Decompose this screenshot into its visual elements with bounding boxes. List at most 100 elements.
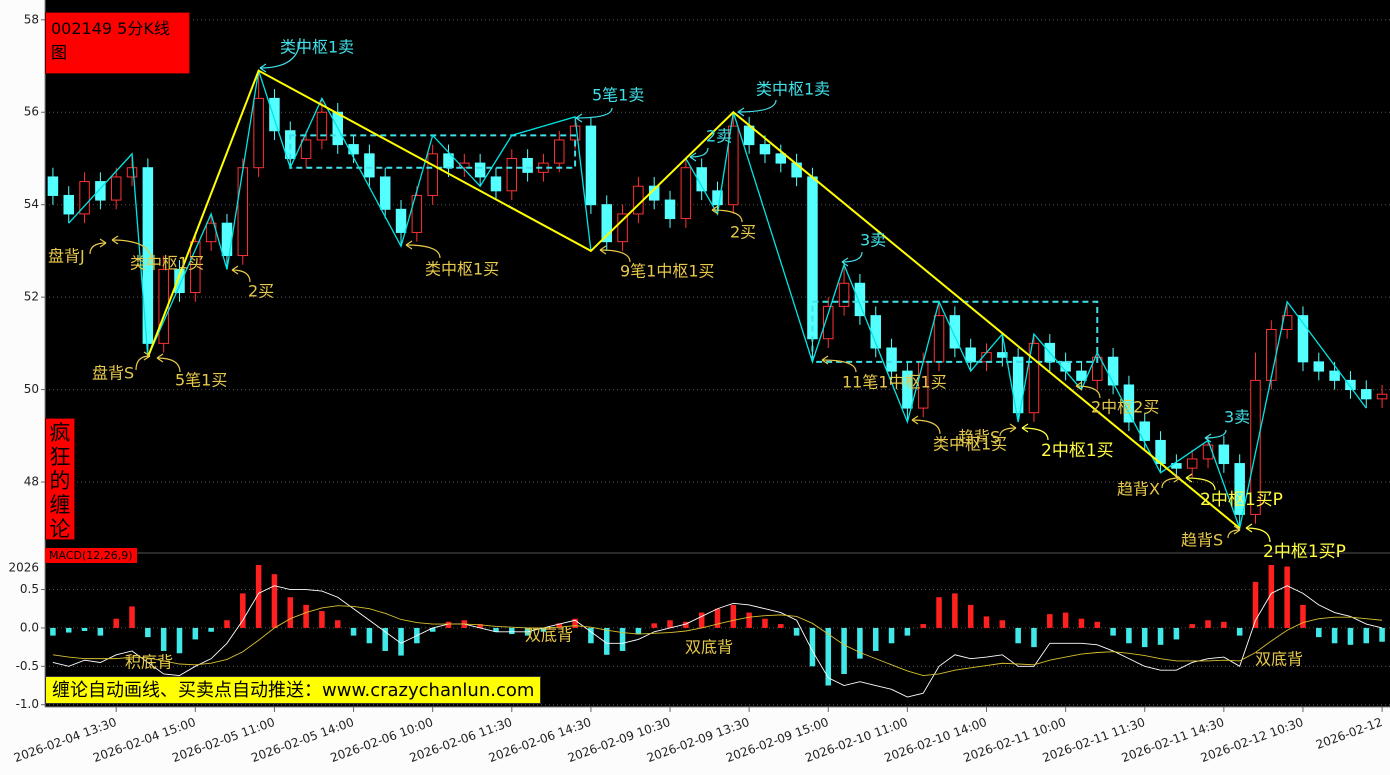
- stroke-line: [68, 70, 1367, 531]
- candle-body: [775, 153, 787, 164]
- annotation: 11笔1中枢1买: [842, 373, 947, 392]
- pivot-zone: [811, 300, 1099, 363]
- arrow-head: [143, 351, 151, 361]
- macd-bar: [81, 627, 88, 631]
- annotation: 2中枢1买P: [1263, 542, 1346, 562]
- candle-body: [886, 347, 897, 372]
- macd-bar: [1189, 624, 1195, 628]
- macd-bar: [477, 624, 483, 628]
- arrow-head: [575, 113, 583, 123]
- candle-body: [364, 153, 375, 178]
- y-tick-label: 0.5: [20, 582, 39, 596]
- annotation: 2中枢1买: [1041, 441, 1114, 461]
- y-tick-label: 56: [24, 105, 39, 119]
- macd-bar: [350, 627, 357, 636]
- macd-bar: [999, 620, 1006, 628]
- arrow-head: [1075, 381, 1083, 391]
- macd-bar: [334, 620, 341, 628]
- macd-bar: [160, 627, 167, 651]
- candle-body: [427, 153, 438, 196]
- candle-body: [1361, 389, 1372, 400]
- macd-bar: [192, 627, 199, 640]
- candle-body: [190, 241, 201, 294]
- macd-bar: [1347, 627, 1354, 645]
- macd-bar: [1126, 627, 1132, 644]
- macd-bar: [1205, 620, 1211, 628]
- y-tick-label: 54: [24, 197, 39, 211]
- candle-body: [728, 125, 739, 206]
- arrow-head: [911, 415, 919, 425]
- macd-bar: [825, 627, 832, 686]
- macd-bar: [603, 627, 610, 655]
- candle-body: [110, 176, 122, 201]
- macd-bar: [429, 627, 436, 632]
- annotation: 类中枢1卖: [280, 38, 354, 57]
- macd-bar: [145, 627, 151, 638]
- annotation: 盘背J: [48, 247, 85, 266]
- annotation: 2中枢1买P: [1200, 490, 1283, 510]
- candle-body: [997, 352, 1008, 358]
- arrow-head: [841, 257, 849, 267]
- candle-body: [664, 199, 676, 220]
- macd-bar: [1363, 627, 1370, 644]
- annotation-arrow: [1227, 529, 1241, 539]
- macd-bar: [540, 627, 547, 632]
- annotation: 3卖: [860, 231, 886, 250]
- annotation: 2买: [730, 223, 756, 242]
- arrow-head: [1021, 423, 1029, 433]
- candle-body: [459, 162, 470, 169]
- candle-body: [680, 167, 692, 220]
- macd-bar: [65, 627, 72, 633]
- macd-bar: [1141, 627, 1148, 648]
- annotation: 类中枢1卖: [756, 80, 830, 99]
- annotation-arrow: [1245, 527, 1271, 543]
- arrow-head: [737, 107, 745, 117]
- candle-body: [1297, 315, 1309, 363]
- macd-bar: [50, 627, 56, 636]
- candle-body: [1076, 370, 1087, 381]
- candle-body: [759, 144, 771, 155]
- arrow-head: [599, 245, 607, 255]
- corner-label: 2026: [8, 561, 39, 575]
- candle-body: [838, 282, 850, 307]
- candle-body: [823, 305, 834, 340]
- macd-bar: [1110, 627, 1116, 636]
- annotation-arrow: [135, 355, 151, 371]
- macd-bar: [683, 621, 689, 628]
- annotation-arrow: [575, 107, 613, 119]
- macd-bar: [809, 627, 816, 667]
- macd-bar: [983, 616, 990, 628]
- macd-bar: [1300, 604, 1306, 628]
- candle-body: [95, 181, 106, 201]
- macd-bar: [572, 618, 578, 628]
- annotation: 5笔1买: [175, 371, 227, 390]
- candle-body: [601, 204, 612, 243]
- macd-bar: [1047, 614, 1053, 628]
- arrow-head: [1173, 473, 1181, 483]
- annotation-arrow: [1185, 477, 1216, 491]
- annotation-arrow: [1021, 427, 1049, 441]
- macd-bar: [857, 627, 863, 659]
- arrow-head: [1204, 433, 1212, 443]
- candle-body: [696, 167, 707, 192]
- macd-bar: [97, 627, 104, 636]
- candle-body: [554, 139, 565, 164]
- candle-body: [126, 167, 138, 178]
- annotation-arrow: [1075, 385, 1101, 399]
- annotation-arrow: [1204, 429, 1227, 439]
- macd-bar: [129, 606, 135, 628]
- arrow-head: [689, 152, 697, 162]
- candle-body: [1186, 458, 1198, 469]
- arrow-head: [99, 238, 107, 248]
- macd-bar: [730, 604, 737, 628]
- macd-bar: [635, 627, 642, 635]
- annotation: 2中枢2买: [1091, 398, 1159, 417]
- candle-body: [269, 97, 280, 132]
- candle-body: [1266, 329, 1277, 381]
- macd-line: [52, 585, 1383, 698]
- macd-bar: [176, 627, 183, 654]
- macd-bar: [1331, 627, 1338, 644]
- arrow-head: [821, 355, 829, 365]
- arrow-head: [405, 240, 413, 250]
